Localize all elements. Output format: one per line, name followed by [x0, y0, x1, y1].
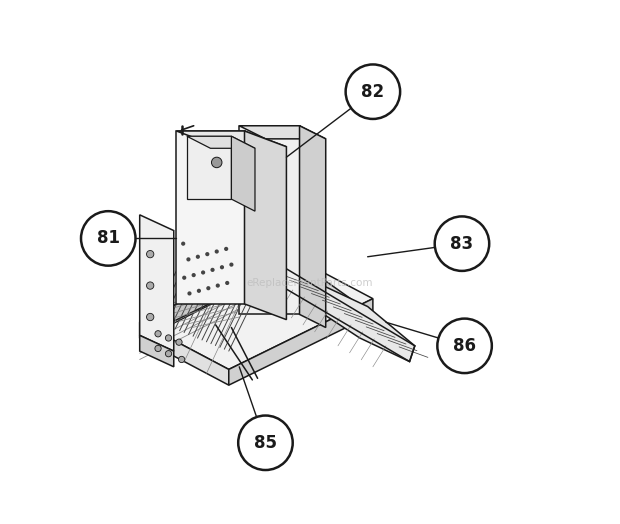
- Circle shape: [205, 252, 210, 256]
- Circle shape: [176, 339, 182, 345]
- Polygon shape: [239, 126, 299, 314]
- Circle shape: [146, 282, 154, 289]
- Text: 82: 82: [361, 83, 384, 101]
- Polygon shape: [140, 322, 229, 385]
- Circle shape: [345, 64, 400, 119]
- Polygon shape: [239, 126, 326, 139]
- Polygon shape: [140, 252, 373, 369]
- Polygon shape: [176, 131, 244, 304]
- Circle shape: [187, 291, 192, 296]
- Circle shape: [192, 273, 196, 277]
- Circle shape: [181, 242, 185, 246]
- Circle shape: [229, 263, 234, 267]
- Text: 85: 85: [254, 434, 277, 452]
- Polygon shape: [140, 215, 174, 351]
- Circle shape: [146, 250, 154, 258]
- Circle shape: [81, 211, 136, 266]
- Circle shape: [224, 247, 228, 251]
- Circle shape: [216, 283, 220, 288]
- Polygon shape: [140, 335, 174, 367]
- Polygon shape: [187, 136, 255, 148]
- Circle shape: [220, 265, 224, 269]
- Text: 83: 83: [450, 235, 474, 253]
- Text: 86: 86: [453, 337, 476, 355]
- Circle shape: [196, 255, 200, 259]
- Circle shape: [206, 286, 210, 290]
- Polygon shape: [140, 252, 284, 338]
- Polygon shape: [231, 136, 255, 211]
- Circle shape: [437, 319, 492, 373]
- Circle shape: [435, 216, 489, 271]
- Circle shape: [187, 257, 190, 261]
- Polygon shape: [284, 252, 373, 330]
- Circle shape: [182, 276, 187, 280]
- Circle shape: [201, 270, 205, 275]
- Circle shape: [210, 268, 215, 272]
- Polygon shape: [299, 126, 326, 328]
- Circle shape: [179, 356, 185, 363]
- Circle shape: [238, 416, 293, 470]
- Polygon shape: [276, 267, 415, 362]
- Circle shape: [155, 331, 161, 337]
- Text: 81: 81: [97, 230, 120, 247]
- Circle shape: [197, 289, 201, 293]
- Circle shape: [155, 345, 161, 352]
- Polygon shape: [176, 131, 286, 147]
- Circle shape: [225, 281, 229, 285]
- Polygon shape: [187, 136, 231, 199]
- Polygon shape: [244, 131, 286, 320]
- Circle shape: [146, 313, 154, 321]
- Text: eReplacementParts.com: eReplacementParts.com: [247, 278, 373, 288]
- Circle shape: [166, 335, 172, 341]
- Circle shape: [166, 351, 172, 357]
- Circle shape: [211, 157, 222, 168]
- Circle shape: [215, 249, 219, 254]
- Polygon shape: [229, 299, 373, 385]
